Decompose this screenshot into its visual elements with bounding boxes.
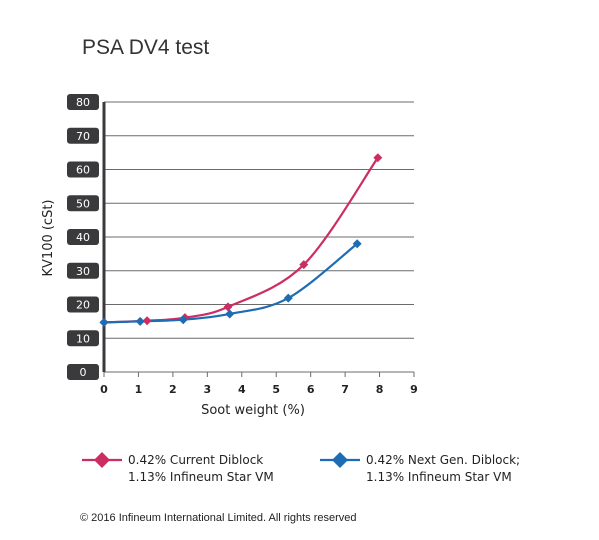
y-tick-pill xyxy=(67,364,99,380)
legend-swatch-marker xyxy=(332,452,348,468)
y-tick: 0 xyxy=(67,364,99,380)
data-point xyxy=(135,316,145,326)
y-tick-label: 20 xyxy=(76,299,90,312)
legend-entry-line-1: 0.42% Next Gen. Diblock; xyxy=(366,453,521,467)
data-point xyxy=(142,316,152,326)
y-tick-label: 40 xyxy=(76,231,90,244)
y-tick-pill xyxy=(67,229,99,245)
copyright-notice: © 2016 Infineum International Limited. A… xyxy=(80,512,357,524)
x-tick-label: 5 xyxy=(272,383,280,396)
x-tick-label: 7 xyxy=(341,383,349,396)
y-tick: 60 xyxy=(67,161,99,178)
y-tick-label: 60 xyxy=(76,164,90,177)
y-tick-label: 0 xyxy=(80,366,87,379)
legend-entry-current-diblock: 0.42% Current Diblock 1.13% Infineum Sta… xyxy=(128,452,274,486)
data-point xyxy=(299,260,309,270)
data-point xyxy=(373,153,383,163)
data-point xyxy=(283,293,293,303)
data-point xyxy=(225,309,235,319)
y-tick-label: 50 xyxy=(76,197,90,210)
x-tick-label: 8 xyxy=(376,383,384,396)
data-point xyxy=(99,317,109,327)
y-tick-label: 80 xyxy=(76,96,90,109)
legend-entry-next-gen-diblock: 0.42% Next Gen. Diblock; 1.13% Infineum … xyxy=(366,452,520,486)
grid-lines xyxy=(102,101,414,373)
y-axis-label: KV100 (cSt) xyxy=(41,199,56,276)
y-tick: 70 xyxy=(67,127,99,144)
x-tick-label: 6 xyxy=(307,383,315,396)
x-axis-ticks: 0 1 2 3 4 5 6 7 8 9 xyxy=(100,372,418,396)
x-tick-label: 1 xyxy=(135,383,143,396)
y-tick-pill xyxy=(67,94,99,110)
y-tick: 20 xyxy=(67,296,99,313)
legend-swatch-1 xyxy=(320,452,360,468)
y-tick: 50 xyxy=(67,195,99,212)
y-axis-ticks: 0 10 20 30 40 50 60 70 80 xyxy=(67,94,99,380)
x-tick-label: 0 xyxy=(100,383,108,396)
y-tick-label: 30 xyxy=(76,265,90,278)
y-tick-pill xyxy=(67,330,99,347)
y-tick: 40 xyxy=(67,229,99,245)
y-tick-pill xyxy=(67,127,99,144)
x-axis-label: Soot weight (%) xyxy=(201,403,305,418)
series-markers xyxy=(99,153,383,327)
legend-entry-line-2: 1.13% Infineum Star VM xyxy=(366,470,512,484)
legend-swatch-marker xyxy=(94,452,110,468)
y-tick-pill xyxy=(67,296,99,313)
y-tick-label: 70 xyxy=(76,130,90,143)
y-tick-pill xyxy=(67,195,99,212)
series-lines xyxy=(103,157,379,324)
x-tick-label: 3 xyxy=(204,383,212,396)
x-tick-label: 9 xyxy=(410,383,418,396)
y-tick-pill xyxy=(67,161,99,178)
data-point xyxy=(352,239,362,249)
legend-swatch-0 xyxy=(82,452,122,468)
series-line-0 xyxy=(103,157,379,324)
y-tick: 30 xyxy=(67,262,99,279)
legend-entry-line-1: 0.42% Current Diblock xyxy=(128,453,264,467)
y-tick-label: 10 xyxy=(76,332,90,345)
y-tick: 10 xyxy=(67,330,99,347)
y-tick: 80 xyxy=(67,94,99,110)
x-tick-label: 4 xyxy=(238,383,246,396)
legend-swatches xyxy=(82,452,360,468)
legend-entry-line-2: 1.13% Infineum Star VM xyxy=(128,470,274,484)
chart-title: PSA DV4 test xyxy=(82,36,210,59)
x-tick-label: 2 xyxy=(169,383,177,396)
data-point xyxy=(223,302,233,312)
y-tick-pill xyxy=(67,262,99,279)
data-point xyxy=(178,315,188,325)
